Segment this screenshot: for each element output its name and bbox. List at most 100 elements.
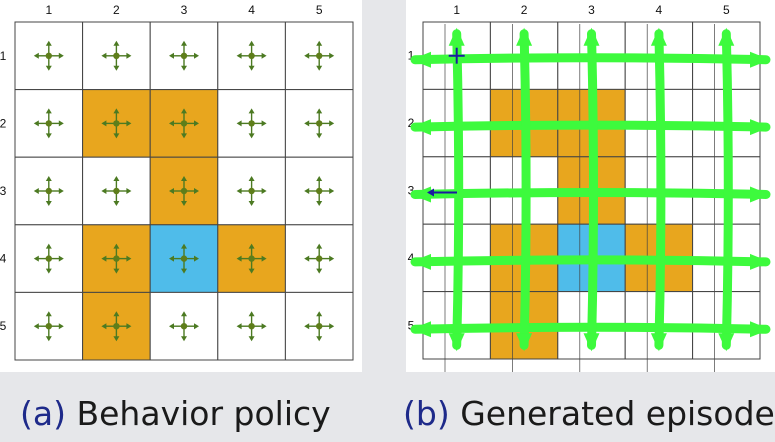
arrow-head: [45, 176, 52, 181]
stay-dot: [248, 120, 255, 127]
policy-arrows-4-2: [101, 243, 132, 274]
stay-dot: [45, 187, 52, 195]
arrow-head: [58, 120, 64, 127]
grid-cell-2-3: [149, 89, 219, 158]
caption-behavior-policy: (a) Behavior policy: [20, 392, 331, 436]
row-label-2: 2: [0, 116, 7, 130]
policy-arrows-3-1: [33, 176, 64, 206]
arrow-head: [194, 323, 199, 330]
arrow-head: [248, 108, 255, 114]
episode-arrow-head: [516, 333, 533, 352]
arrow-head: [101, 120, 107, 127]
arrow-head: [181, 336, 187, 342]
arrow-head: [194, 52, 199, 59]
arrow-head: [45, 108, 52, 114]
caption-a-prefix: (a): [20, 394, 66, 433]
stay-dot: [45, 323, 52, 330]
arrow-head: [169, 188, 174, 194]
arrow-head: [45, 65, 52, 71]
arrow-head: [45, 40, 52, 46]
arrow-head: [248, 336, 255, 342]
arrow-head: [45, 268, 52, 274]
arrow-head: [58, 188, 64, 194]
arrow-head: [169, 255, 174, 262]
arrow-head: [236, 52, 242, 59]
stay-dot: [180, 120, 188, 127]
arrow-head: [316, 268, 323, 274]
grid-cell-3-5: [284, 156, 354, 226]
stay-dot: [113, 120, 120, 127]
row-label-5: 5: [0, 319, 7, 333]
arrow-head: [304, 255, 310, 262]
arrow-head: [113, 268, 120, 274]
generated-episode-grid: 1 2 3 4 5 1 2 3 4 5: [408, 3, 771, 372]
policy-arrows-2-5: [304, 108, 335, 139]
arrow-head: [194, 120, 199, 127]
arrow-head: [181, 311, 187, 317]
stay-dot: [316, 323, 323, 330]
arrow-head: [181, 268, 187, 274]
arrow-head: [316, 311, 323, 317]
col-label-4: 4: [656, 3, 663, 17]
col-label-3: 3: [588, 3, 595, 17]
episode-vertical-pass: [654, 29, 666, 350]
episode-arrow-head: [516, 27, 533, 46]
arrow-head: [248, 311, 255, 317]
arrow-head: [113, 243, 120, 249]
episode-arrow-head: [750, 51, 770, 68]
arrow-head: [181, 65, 187, 71]
arrow-head: [113, 311, 120, 317]
arrow-head: [58, 52, 64, 59]
arrow-head: [126, 188, 132, 194]
col-label-3: 3: [181, 3, 188, 17]
arrow-head: [236, 255, 242, 262]
arrow-head: [113, 133, 120, 139]
episode-arrow-head: [448, 333, 465, 352]
arrow-head: [126, 52, 132, 59]
arrow-head: [169, 120, 174, 127]
episode-arrow-head: [750, 321, 770, 338]
panel-generated-episode: 1 2 3 4 5 1 2 3 4 5: [406, 0, 775, 372]
arrow-head: [329, 255, 335, 262]
episode-arrow-head: [411, 253, 431, 270]
episode-trajectory: [410, 27, 771, 352]
row-label-4: 4: [0, 252, 7, 266]
stay-dot: [248, 323, 255, 330]
arrow-head: [113, 65, 120, 71]
col-label-1: 1: [453, 3, 460, 17]
arrow-head: [45, 243, 52, 249]
episode-arrow-head: [411, 119, 431, 136]
arrow-head: [181, 243, 187, 249]
policy-arrows-3-2: [101, 176, 132, 206]
stay-dot: [45, 120, 52, 127]
col-label-4: 4: [248, 3, 255, 17]
caption-b-prefix: (b): [403, 394, 450, 433]
arrow-head: [113, 336, 120, 342]
arrow-head: [248, 243, 255, 249]
arrow-head: [45, 133, 52, 139]
start-marker-icon: [448, 47, 465, 64]
arrow-head: [316, 201, 323, 206]
arrow-head: [316, 40, 323, 46]
arrow-head: [113, 40, 120, 46]
stay-dot: [316, 187, 323, 195]
behavior-policy-grid: 1 2 3 4 5 1 2 3 4 5: [0, 3, 354, 361]
arrow-head: [261, 323, 267, 330]
arrow-head: [236, 120, 242, 127]
episode-arrow-head: [411, 51, 431, 68]
policy-arrows-5-5: [304, 311, 335, 342]
arrow-head: [101, 323, 107, 330]
caption-a-text: Behavior policy: [76, 394, 331, 433]
arrow-head: [316, 133, 323, 139]
stay-dot: [316, 120, 323, 127]
arrow-head: [261, 255, 267, 262]
col-label-5: 5: [316, 3, 323, 17]
arrow-head: [304, 120, 310, 127]
arrow-head: [126, 323, 132, 330]
policy-arrows-5-3: [169, 311, 199, 342]
episode-arrow-head: [448, 27, 465, 46]
episode-arrow-head: [650, 27, 667, 46]
caption-generated-episode: (b) Generated episode: [403, 392, 775, 436]
col-label-2: 2: [521, 3, 528, 17]
arrow-head: [33, 255, 39, 262]
